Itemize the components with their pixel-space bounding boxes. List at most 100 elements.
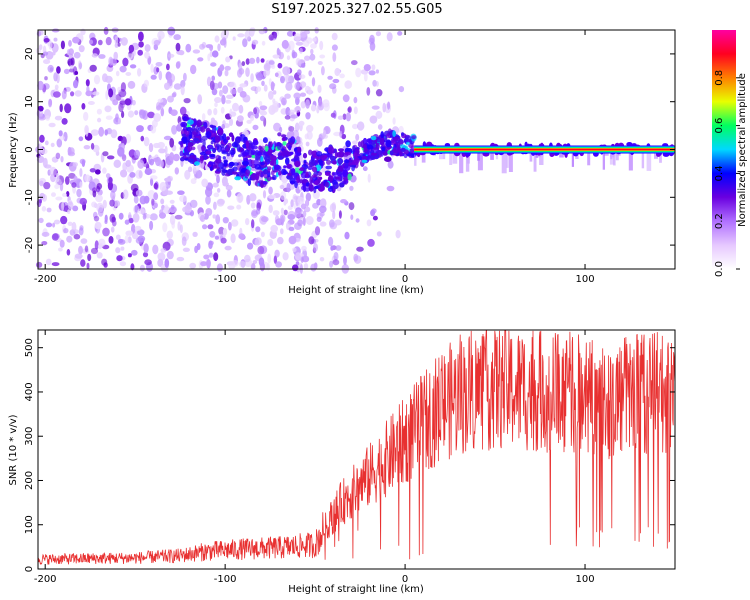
spectrogram-blob: [290, 199, 294, 208]
spectrogram-blob: [341, 133, 347, 140]
spectrogram-blob: [64, 103, 72, 114]
spectrogram-blob: [143, 136, 150, 147]
spectrogram-track-blob: [216, 168, 222, 172]
spectrogram-blob: [67, 221, 73, 226]
spectrogram-track-blob: [282, 149, 289, 156]
spectrogram-track-blob: [288, 144, 292, 151]
spectrogram-blob: [210, 117, 215, 123]
spectrogram-track-blob: [309, 176, 314, 185]
spectrogram-blob: [327, 75, 333, 80]
spectrogram-track-blob: [311, 174, 317, 178]
spectrogram-ytick-label: 0: [24, 146, 35, 152]
spectrogram-blob: [200, 261, 208, 267]
spectrogram-blob: [159, 181, 167, 192]
spectrogram-blob: [283, 209, 288, 216]
spectrogram-track-blob: [287, 138, 294, 143]
spectrogram-blob: [249, 193, 257, 202]
spectrogram-blob: [377, 124, 383, 130]
spectrogram-blob: [345, 112, 351, 122]
spectrogram-blob: [355, 218, 360, 223]
spectrogram-track-blob: [311, 150, 318, 156]
spectrogram-blob: [179, 195, 188, 203]
spectrogram-blob: [255, 208, 261, 215]
spectrogram-streak: [529, 146, 533, 162]
spectrogram-blob: [344, 80, 353, 89]
spectrogram-track-blob: [329, 155, 337, 161]
spectrogram-blob: [92, 144, 100, 153]
spectrogram-blob: [217, 81, 223, 89]
spectrogram-blob: [329, 203, 336, 213]
spectrogram-blob: [47, 64, 54, 73]
spectrogram-blob: [54, 184, 60, 190]
spectrogram-blob: [293, 92, 301, 100]
spectrogram-blob: [207, 108, 212, 116]
spectrogram-blob: [97, 207, 104, 217]
spectrogram-track-blob: [199, 151, 207, 156]
spectrogram-track-blob: [238, 154, 242, 158]
spectrogram-blob: [307, 86, 312, 96]
spectrogram-blob: [149, 175, 158, 180]
spectrogram-blob: [398, 125, 404, 134]
spectrogram-blob: [63, 228, 69, 234]
spectrogram-blob: [38, 217, 44, 224]
spectrogram-blob: [178, 50, 185, 56]
spectrogram-track-blob: [389, 150, 394, 156]
spectrogram-blob: [114, 35, 119, 46]
spectrogram-streak: [449, 146, 453, 165]
spectrogram-blob: [297, 219, 303, 227]
spectrogram-blob: [236, 204, 242, 210]
spectrogram-blob: [301, 63, 306, 68]
spectrogram-blob: [172, 91, 177, 98]
spectrogram-blob: [340, 199, 348, 204]
spectrogram-blob: [332, 259, 340, 266]
spectrogram-blob: [90, 142, 95, 150]
spectrogram-track-blob: [255, 172, 260, 181]
spectrogram-track-blob: [337, 165, 344, 173]
spectrogram-track-blob: [337, 148, 345, 152]
spectrogram-blob: [56, 66, 61, 74]
spectrogram-track-blob: [245, 155, 252, 158]
spectrogram-blob: [296, 136, 301, 144]
spectrogram-blob: [369, 115, 378, 124]
spectrogram-blob: [60, 40, 65, 50]
spectrogram-blob: [331, 32, 338, 41]
spectrogram-blob: [222, 217, 229, 224]
spectrogram-blob: [101, 258, 108, 266]
spectrogram-blob: [258, 100, 263, 107]
spectrogram-blob: [319, 212, 325, 217]
spectrogram-blob: [41, 231, 50, 237]
spectrogram-blob: [117, 86, 121, 93]
spectrogram-blob: [272, 210, 280, 216]
spectrogram-track-blob: [231, 171, 238, 175]
colorbar-ticks: 0.0 0.2 0.4 0.6 0.8: [714, 70, 740, 277]
spectrogram-blob: [319, 257, 325, 262]
spectrogram-blob: [180, 80, 186, 88]
spectrogram-blob: [301, 245, 307, 252]
spectrogram-blob: [291, 49, 296, 59]
spectrogram-blob: [313, 262, 318, 270]
spectrogram-blob: [41, 206, 47, 212]
spectrogram-blob: [274, 72, 279, 78]
spectrogram-blob: [137, 208, 145, 215]
spectrogram-blob: [308, 70, 313, 77]
spectrogram-track-blob: [277, 132, 282, 137]
spectrogram-blob: [205, 208, 213, 216]
spectrogram-blob: [227, 205, 235, 210]
spectrogram-blob: [87, 253, 92, 262]
spectrogram-track-blob: [221, 168, 226, 176]
spectrogram-blob: [131, 223, 136, 234]
spectrogram-track-blob: [228, 161, 235, 167]
spectrogram-blob: [78, 45, 85, 53]
spectrogram-blob: [305, 141, 310, 147]
spectrogram-blob: [312, 37, 317, 42]
spectrogram-blob: [309, 53, 316, 61]
spectrogram-blob: [267, 253, 272, 264]
spectrogram-blob: [310, 48, 314, 55]
spectrogram-blob: [271, 106, 279, 113]
spectrogram-blob: [153, 39, 161, 46]
spectrogram-track-blob: [321, 157, 326, 162]
spectrogram-blob: [150, 63, 154, 73]
spectrogram-track-blob: [262, 137, 268, 144]
spectrogram-ylabel: Frequency (Hz): [8, 112, 19, 188]
spectrogram-track-blob: [290, 168, 296, 176]
